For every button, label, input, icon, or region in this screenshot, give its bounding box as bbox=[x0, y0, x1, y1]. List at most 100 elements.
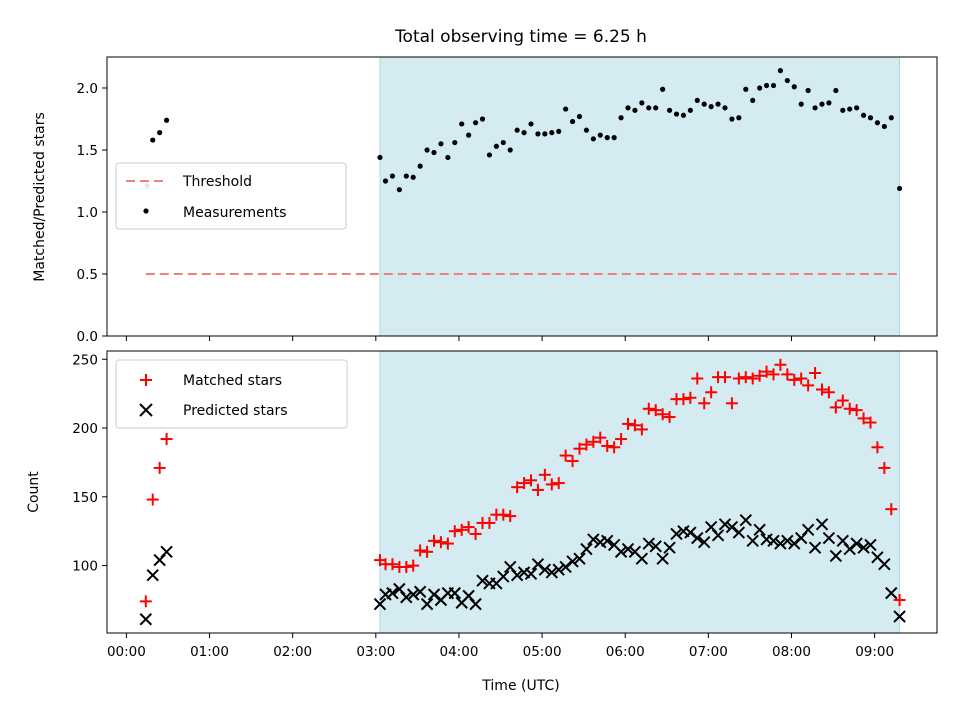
measurement-point bbox=[819, 101, 825, 107]
measurement-point bbox=[646, 105, 652, 111]
x-tick-label: 05:00 bbox=[523, 644, 562, 660]
measurement-point bbox=[157, 130, 163, 136]
measurement-point bbox=[466, 132, 472, 138]
measurement-point bbox=[486, 152, 493, 158]
matched-star-point bbox=[642, 402, 655, 415]
measurement-point bbox=[163, 117, 170, 123]
measurement-point bbox=[854, 105, 860, 111]
matched-star-point bbox=[160, 433, 173, 446]
matched-star-point bbox=[893, 593, 906, 606]
measurement-point bbox=[563, 106, 569, 112]
predicted-star-point bbox=[386, 586, 399, 600]
matched-star-point bbox=[850, 404, 863, 417]
predicted-star-point bbox=[878, 558, 891, 571]
predicted-star-point bbox=[476, 574, 489, 587]
predicted-star-point bbox=[885, 586, 898, 600]
matched-star-point bbox=[139, 595, 152, 608]
x-tick-label: 00:00 bbox=[107, 644, 146, 660]
predicted-star-point bbox=[413, 585, 427, 598]
matched-star-point bbox=[594, 431, 607, 444]
measurement-point bbox=[438, 141, 444, 147]
predicted-star-point bbox=[621, 542, 635, 556]
measurement-point bbox=[687, 107, 693, 113]
measurement-point bbox=[500, 139, 506, 146]
matched-star-point bbox=[836, 394, 849, 407]
matched-star-point bbox=[760, 365, 773, 378]
measurement-point bbox=[805, 87, 811, 94]
predicted-star-point bbox=[815, 518, 829, 531]
matched-star-point bbox=[635, 423, 648, 436]
measurement-point bbox=[377, 154, 383, 161]
matched-star-point bbox=[407, 559, 420, 572]
matched-star-point bbox=[587, 435, 600, 448]
measurement-point bbox=[743, 86, 749, 92]
measurement-point bbox=[673, 111, 680, 117]
matched-star-point bbox=[428, 534, 441, 547]
matched-star-point bbox=[434, 536, 447, 549]
predicted-star-point bbox=[781, 534, 794, 548]
measurement-point bbox=[535, 131, 541, 137]
matched-star-point bbox=[705, 386, 718, 399]
matched-star-point bbox=[649, 404, 662, 417]
measurement-point bbox=[660, 86, 666, 92]
measurement-point bbox=[445, 154, 451, 161]
legend-predicted-label: Predicted stars bbox=[183, 403, 288, 419]
x-tick-label: 07:00 bbox=[689, 644, 728, 660]
measurement-point bbox=[666, 107, 673, 113]
bottom-y-ticks: 100 150 200 250 bbox=[72, 352, 107, 575]
matched-star-point bbox=[421, 545, 434, 558]
measurement-point bbox=[604, 135, 610, 141]
matched-stars-series bbox=[139, 358, 906, 608]
matched-star-point bbox=[573, 442, 586, 455]
measurement-point bbox=[639, 100, 645, 106]
x-axis-label: Time (UTC) bbox=[481, 678, 559, 694]
top-legend-box bbox=[115, 162, 347, 230]
predicted-star-point bbox=[448, 586, 462, 600]
predicted-star-point bbox=[497, 570, 510, 583]
top-plot-frame bbox=[106, 56, 938, 337]
top-panel: 0.0 0.5 1.0 1.5 2.0 Total observing time = 6… bbox=[32, 27, 938, 345]
measurement-point bbox=[611, 135, 617, 141]
measurement-point bbox=[812, 105, 818, 111]
matched-star-point bbox=[885, 503, 898, 516]
matched-star-point bbox=[843, 402, 856, 415]
measurement-point bbox=[521, 130, 527, 136]
predicted-star-point bbox=[531, 558, 545, 571]
predicted-star-point bbox=[843, 542, 856, 556]
matched-star-point bbox=[455, 523, 468, 536]
measurement-point bbox=[736, 115, 742, 121]
matched-star-point bbox=[746, 372, 759, 385]
predicted-star-point bbox=[739, 513, 752, 527]
matched-star-point bbox=[857, 412, 870, 425]
predicted-star-point bbox=[663, 541, 676, 554]
matched-star-point bbox=[732, 372, 745, 385]
measurement-point bbox=[847, 106, 853, 112]
predicted-star-point bbox=[808, 541, 822, 554]
measurement-point bbox=[410, 174, 416, 180]
predicted-star-point bbox=[538, 563, 552, 576]
measurement-point bbox=[653, 105, 659, 111]
measurement-point bbox=[757, 85, 763, 91]
matched-star-point bbox=[601, 439, 614, 452]
matched-star-point bbox=[718, 371, 731, 384]
matched-star-point bbox=[511, 481, 524, 494]
measurement-point bbox=[881, 123, 887, 130]
predicted-star-point bbox=[545, 566, 558, 579]
y-tick-label: 2.0 bbox=[77, 81, 98, 97]
matched-star-point bbox=[525, 474, 538, 487]
measurement-point bbox=[576, 113, 583, 120]
measurement-point bbox=[708, 104, 714, 110]
matched-star-point bbox=[656, 408, 669, 421]
measurements-series bbox=[144, 68, 903, 193]
matched-star-point bbox=[829, 401, 842, 414]
measurement-point bbox=[888, 115, 894, 121]
x-tick-label: 08:00 bbox=[772, 644, 811, 660]
predicted-star-point bbox=[656, 552, 669, 565]
matched-star-point bbox=[698, 397, 711, 410]
predicted-star-point bbox=[160, 545, 173, 559]
top-x-ticks bbox=[125, 336, 876, 341]
measurement-point bbox=[549, 130, 555, 136]
measurement-point bbox=[874, 120, 881, 126]
y-tick-label: 250 bbox=[72, 352, 98, 368]
matched-star-point bbox=[677, 393, 690, 406]
